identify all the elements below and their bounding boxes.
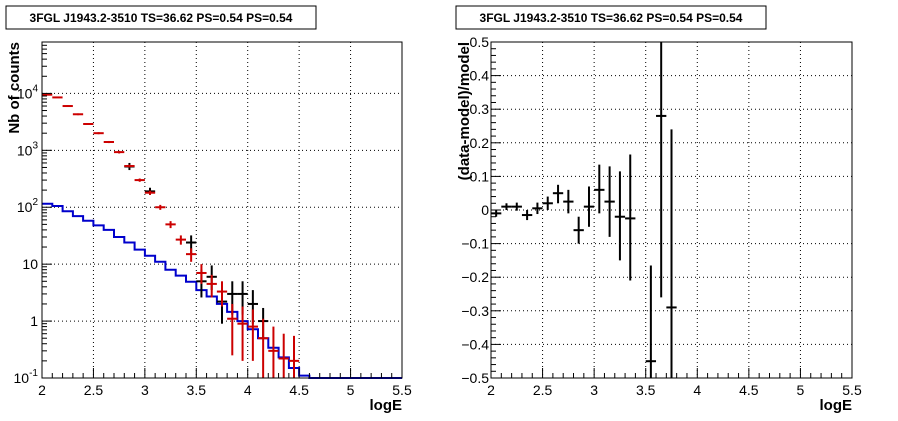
right-data-point xyxy=(645,265,657,378)
left-data-point xyxy=(124,164,135,168)
right-y-tick-label: −0.3 xyxy=(461,303,489,319)
left-data-point xyxy=(227,303,238,356)
left-data-point xyxy=(278,333,289,378)
left-data-point xyxy=(134,178,145,182)
right-x-tick-label: 4.5 xyxy=(739,382,759,398)
right-x-tick-label: 3 xyxy=(590,382,598,398)
left-data-point xyxy=(175,235,186,245)
right-data-point xyxy=(501,203,512,210)
left-y-tick-label: 102 xyxy=(17,197,39,215)
right-y-tick-label: 0.1 xyxy=(470,168,490,184)
right-x-tick-labels: 2 2.5 3 3.5 4 4.5 5 5.5 xyxy=(487,382,862,398)
left-x-tick-label: 4 xyxy=(244,382,252,398)
right-data-point xyxy=(563,189,574,214)
right-data-point xyxy=(656,42,667,298)
left-data-point xyxy=(42,93,53,96)
right-x-tick-label: 4 xyxy=(693,382,701,398)
right-y-tick-label: −0.1 xyxy=(461,236,489,252)
left-data-point xyxy=(186,248,197,262)
left-data-point xyxy=(237,306,248,361)
right-data-point xyxy=(521,210,533,221)
left-y-tick-exponent: -1 xyxy=(29,368,38,379)
left-x-tick-label: 2.5 xyxy=(84,382,104,398)
left-y-tick-label: 103 xyxy=(17,140,39,158)
right-y-tick-label: 0.5 xyxy=(470,34,490,50)
right-y-tick-label: 0.3 xyxy=(470,101,490,117)
right-data-point xyxy=(583,186,595,227)
residuals-plot: 2 2.5 3 3.5 4 4.5 5 5.5 −0.5 −0.4 −0.3 −0.2 −0.1 0 0.… xyxy=(455,5,862,414)
right-data-point xyxy=(666,129,677,378)
right-data-point xyxy=(491,210,502,217)
left-data-point xyxy=(114,150,125,154)
right-x-axis-title: logE xyxy=(820,397,853,414)
left-x-tick-label: 4.5 xyxy=(289,382,309,398)
left-x-tick-label: 5.5 xyxy=(392,382,412,398)
right-y-tick-labels: −0.5 −0.4 −0.3 −0.2 −0.1 0 0.1 0.2 0.3 0.4 0.5 xyxy=(461,34,489,386)
right-series-layer xyxy=(491,42,677,378)
left-data-point xyxy=(258,318,269,378)
right-x-tick-label: 2 xyxy=(487,382,495,398)
left-x-axis-title: logE xyxy=(370,397,403,414)
left-x-tick-label: 5 xyxy=(347,382,355,398)
left-y-tick-exponent: 4 xyxy=(32,83,38,94)
right-data-point xyxy=(573,216,584,244)
left-data-point xyxy=(103,140,114,144)
right-title-box xyxy=(455,5,767,30)
left-y-tick-label: 10-1 xyxy=(14,368,39,386)
right-x-tick-label: 3.5 xyxy=(636,382,656,398)
right-y-tick-label: −0.5 xyxy=(461,370,489,386)
left-data-point xyxy=(83,123,94,126)
right-x-tick-label: 5 xyxy=(797,382,805,398)
left-data-point xyxy=(268,326,279,378)
left-y-tick-exponent: 3 xyxy=(32,140,38,151)
right-data-point xyxy=(594,164,605,214)
left-grid xyxy=(42,42,402,378)
left-x-tick-labels: 2 2.5 3 3.5 4 4.5 5 5.5 xyxy=(38,382,412,398)
right-y-tick-label: −0.4 xyxy=(461,336,489,352)
left-data-point xyxy=(165,221,176,229)
left-y-tick-label: 10 xyxy=(22,256,38,272)
left-x-tick-label: 3.5 xyxy=(187,382,207,398)
left-title-box xyxy=(5,5,317,30)
right-data-point xyxy=(542,196,553,210)
left-x-tick-label: 3 xyxy=(141,382,149,398)
left-plot-title: 3FGL J1943.2-3510 TS=36.62 PS=0.54 PS=0.… xyxy=(30,11,293,25)
right-data-point xyxy=(511,202,522,211)
right-x-tick-label: 2.5 xyxy=(533,382,553,398)
right-x-tick-label: 5.5 xyxy=(842,382,862,398)
left-plot-frame xyxy=(41,41,403,379)
right-y-tick-label: 0 xyxy=(481,202,489,218)
right-plot-title: 3FGL J1943.2-3510 TS=36.62 PS=0.54 PS=0.… xyxy=(480,11,743,25)
right-y-tick-label: 0.2 xyxy=(470,135,490,151)
left-data-point xyxy=(247,309,258,361)
right-y-axis-title: (data-model)/model xyxy=(456,42,473,180)
left-data-point xyxy=(155,204,166,210)
left-data-point xyxy=(288,335,300,378)
left-data-point xyxy=(206,274,217,298)
right-data-point xyxy=(552,184,564,204)
left-y-axis-title: Nb of counts xyxy=(6,42,23,134)
right-y-tick-label: 0.4 xyxy=(470,68,490,84)
left-data-point xyxy=(52,96,63,99)
left-ticks xyxy=(41,44,403,379)
left-series-layer xyxy=(42,93,402,379)
right-y-tick-label: −0.2 xyxy=(461,269,489,285)
right-data-point xyxy=(532,202,543,215)
left-y-tick-label: 1 xyxy=(30,313,38,329)
right-data-point xyxy=(625,154,636,281)
right-grid xyxy=(491,42,852,378)
left-x-tick-label: 2 xyxy=(38,382,46,398)
left-data-point xyxy=(216,281,228,307)
left-data-point xyxy=(62,105,73,108)
right-ticks xyxy=(490,41,853,379)
right-data-point xyxy=(604,166,615,237)
left-data-point xyxy=(196,264,207,284)
left-data-point xyxy=(93,132,104,135)
left-y-tick-exponent: 2 xyxy=(32,197,38,208)
left-data-point xyxy=(72,113,84,116)
left-data-point xyxy=(144,190,156,195)
right-data-point xyxy=(614,171,626,261)
